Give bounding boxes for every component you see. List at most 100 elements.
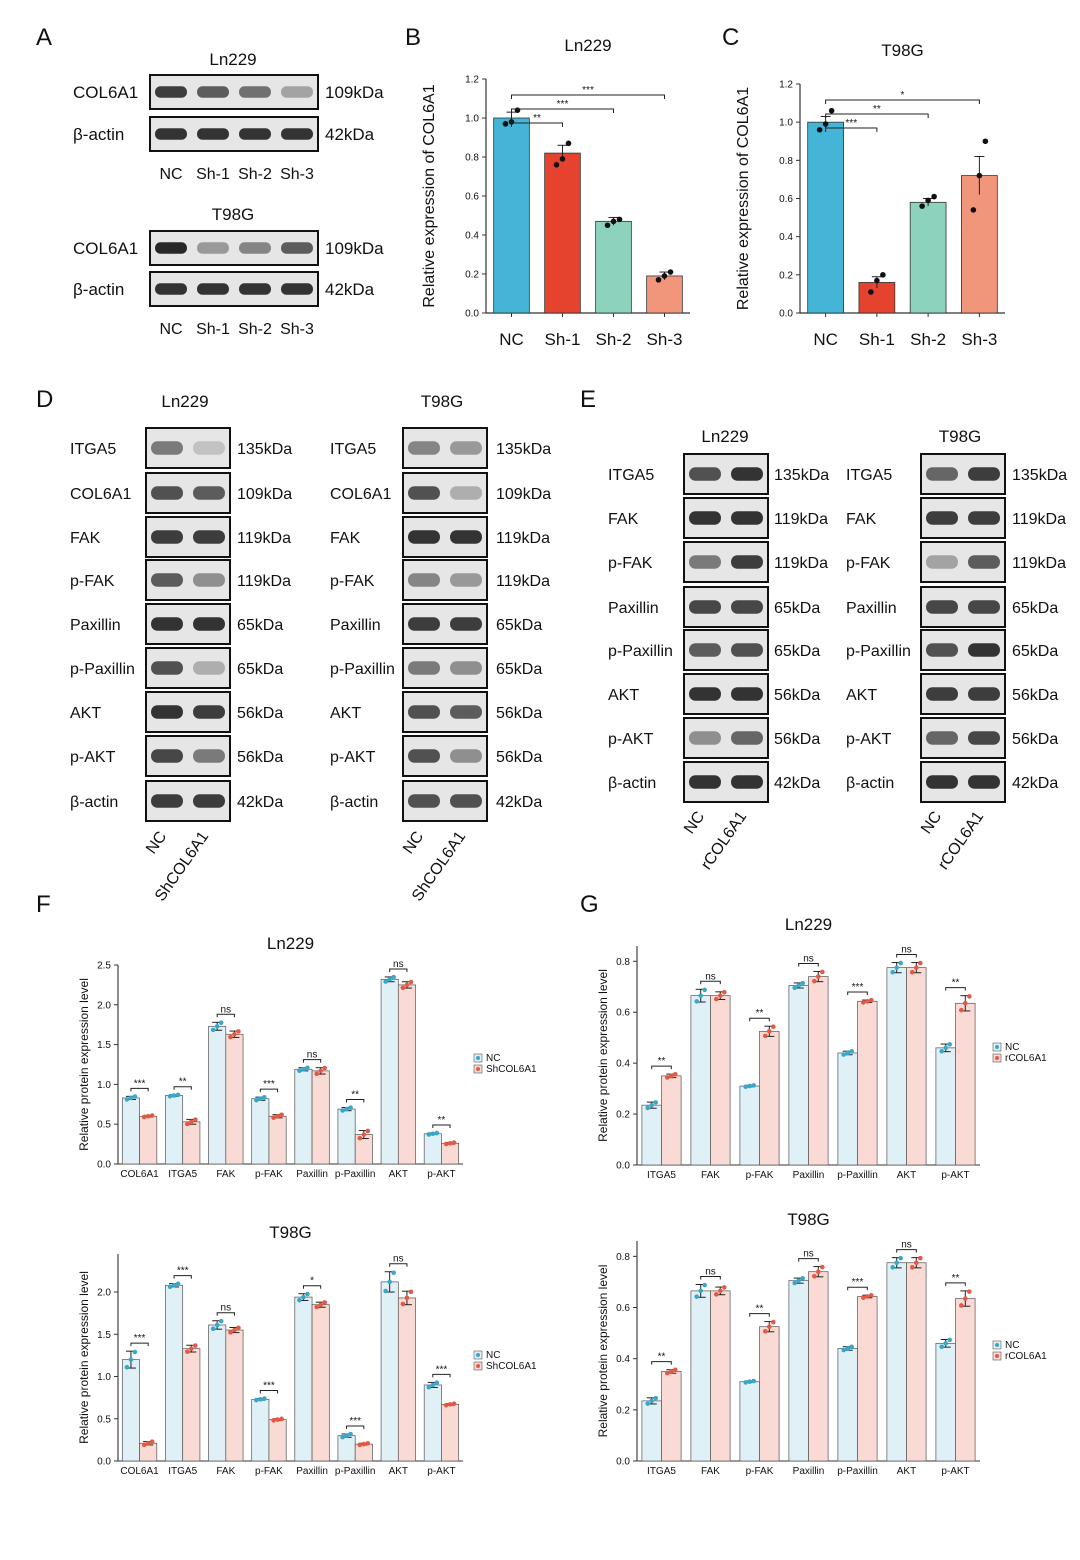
x-tick-label: p-FAK [746, 1170, 774, 1181]
panel-letter-A: A [36, 24, 52, 51]
x-tick-label: COL6A1 [120, 1169, 159, 1180]
blot-d-row-size: 119kDa [237, 573, 291, 590]
sig-label: ns [221, 1303, 232, 1314]
legend-label: rCOL6A1 [1005, 1053, 1047, 1064]
legend-label: NC [486, 1350, 500, 1361]
data-point [141, 1442, 147, 1448]
panel-letter-E: E [580, 386, 596, 413]
sig-bracket [302, 1285, 322, 1289]
data-point [874, 277, 880, 284]
blot-f-row-band [968, 687, 1000, 701]
blot-a-row-label: COL6A1 [73, 83, 138, 102]
x-tick-label: Sh-1 [545, 330, 581, 349]
bar [337, 1108, 356, 1165]
data-point [898, 1255, 903, 1261]
data-point [880, 272, 886, 278]
sig-bracket [511, 108, 614, 113]
sig-bracket [173, 1275, 192, 1279]
data-point [698, 1288, 703, 1294]
blot-f-row-label: p-AKT [846, 731, 892, 748]
sig-label: ns [803, 953, 814, 964]
blot-a-Ln229: Ln229 COL6A1 109kDa β-actin 42kDa NC Sh-1 Sh-2 S… [73, 50, 384, 183]
blot-a-row-size: 42kDa [325, 125, 375, 144]
blot-d-row-band [151, 794, 183, 808]
blot-f-row-band [731, 555, 763, 569]
sig-label: *** [436, 1364, 448, 1375]
bar [294, 1068, 313, 1165]
data-point [653, 1100, 658, 1105]
data-point [890, 969, 895, 975]
x-tick-label: AKT [897, 1170, 916, 1181]
data-point [340, 1108, 345, 1113]
bar [251, 1098, 270, 1165]
data-point [185, 1121, 190, 1127]
data-point [275, 1113, 280, 1119]
data-point [653, 1395, 658, 1401]
blot-d-row-label: AKT [330, 705, 361, 722]
data-point [959, 1007, 964, 1013]
sig-label: *** [845, 118, 857, 129]
legend-dot [995, 1354, 999, 1358]
blot-cell-title: T98G [939, 427, 982, 446]
y-axis-label: Relative protein expression level [596, 969, 610, 1142]
legend-dot [476, 1056, 480, 1060]
blot-d-row-band [408, 441, 440, 455]
data-point [514, 107, 521, 113]
data-point [743, 1380, 748, 1385]
data-point [910, 969, 915, 975]
data-point [258, 1096, 263, 1102]
data-point [849, 1049, 854, 1054]
blot-cell-title: Ln229 [209, 50, 256, 69]
data-point [841, 1347, 846, 1353]
sig-label: ns [393, 959, 404, 970]
bar [837, 1348, 858, 1462]
bar [739, 1085, 760, 1166]
bar [955, 1298, 976, 1462]
blot-cell-title: Ln229 [701, 427, 748, 446]
data-point [792, 985, 797, 991]
x-tick-label: NC [499, 330, 524, 349]
blot-d-row-size: 65kDa [496, 617, 542, 634]
bar [441, 1142, 460, 1165]
data-point [228, 1330, 233, 1335]
y-tick-label: 2.5 [97, 961, 111, 972]
data-point [145, 1440, 151, 1446]
blot-d-row-band [450, 794, 482, 808]
data-point [910, 1265, 915, 1270]
blot-d-row-band [408, 486, 440, 500]
blot-d-row-size: 135kDa [237, 441, 292, 458]
data-point [771, 1319, 776, 1325]
sig-bracket [389, 968, 408, 972]
blot-d-row-label: ITGA5 [330, 441, 376, 458]
data-point [771, 1024, 776, 1030]
data-point [865, 1294, 870, 1299]
data-point [565, 140, 572, 147]
lane-label: Sh-2 [238, 166, 272, 183]
data-point [228, 1034, 233, 1040]
blot-a-row-size: 109kDa [325, 239, 384, 258]
data-point [669, 1073, 674, 1079]
sig-bracket [432, 1373, 451, 1378]
blot-f-row-label: AKT [608, 687, 639, 704]
bar [886, 1262, 907, 1462]
blot-f-row-band [926, 687, 958, 701]
blot-f-row-size: 42kDa [1012, 775, 1058, 792]
data-point [751, 1378, 756, 1384]
data-point [451, 1140, 457, 1145]
data-point [167, 1093, 173, 1099]
data-point [943, 1045, 948, 1051]
bar [208, 1025, 227, 1165]
data-point [943, 1341, 948, 1346]
legend-label: ShCOL6A1 [486, 1064, 537, 1075]
bar [759, 1030, 780, 1166]
bar [788, 985, 809, 1166]
data-point [426, 1384, 432, 1390]
blot-f-row-band [926, 643, 958, 657]
blot-d-row-band [408, 749, 440, 763]
data-point [868, 289, 874, 295]
data-point [258, 1397, 263, 1402]
data-point [279, 1112, 284, 1118]
y-axis-label: Relative expression of COL6A1 [735, 87, 752, 310]
